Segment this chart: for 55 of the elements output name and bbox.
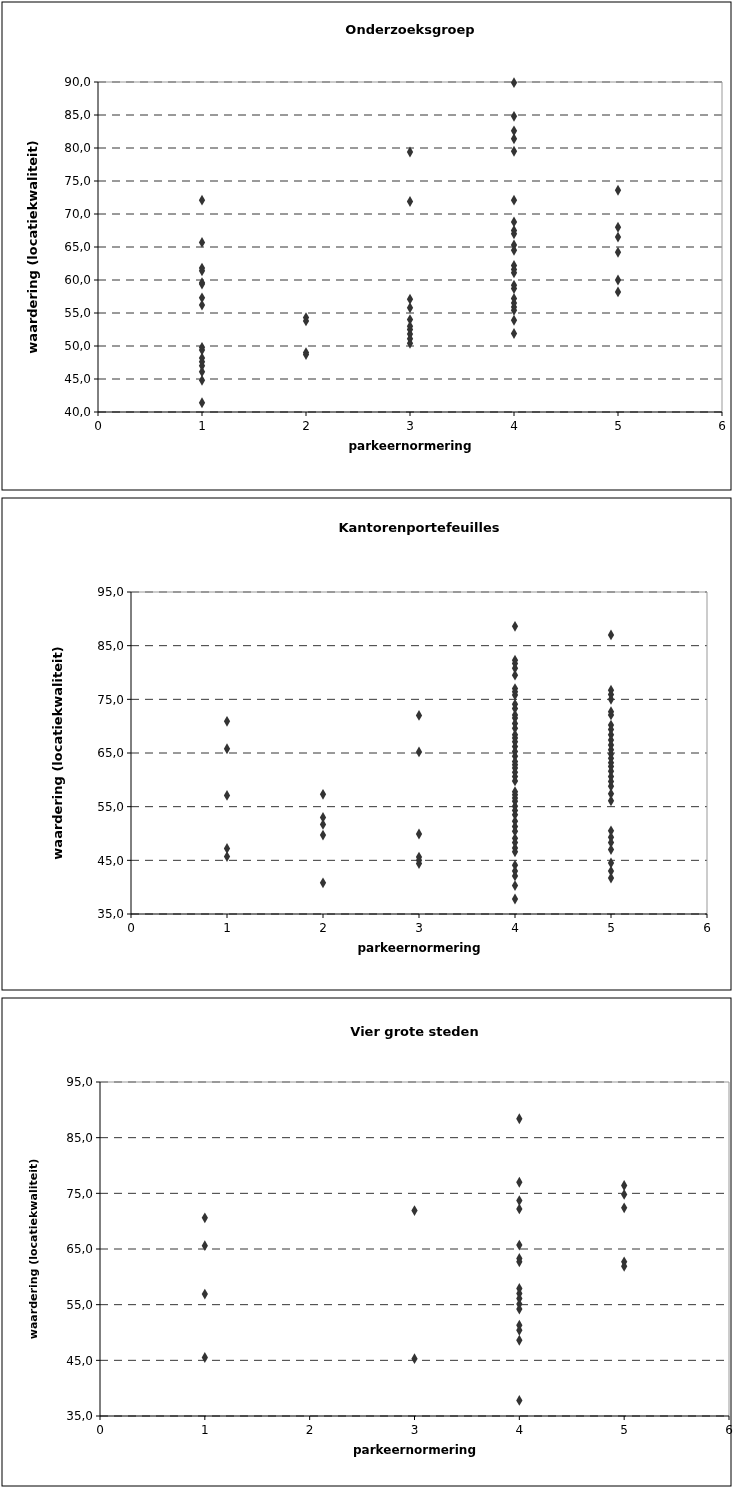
y-tick-label: 55,0 <box>97 799 124 814</box>
x-tick-label: 0 <box>96 1423 104 1437</box>
y-tick-label: 75,0 <box>64 174 91 189</box>
y-tick-label: 35,0 <box>97 907 124 922</box>
y-tick-label: 45,0 <box>64 372 91 387</box>
x-tick-label: 5 <box>607 921 615 935</box>
x-tick-label: 1 <box>223 921 231 935</box>
y-axis-title: waardering (locatiekwaliteit) <box>27 1158 40 1340</box>
x-tick-label: 4 <box>511 921 519 935</box>
x-tick-label: 5 <box>614 419 622 433</box>
x-tick-label: 2 <box>305 1423 314 1437</box>
y-tick-label: 95,0 <box>97 585 124 600</box>
y-tick-label: 35,0 <box>66 1409 93 1424</box>
chart-title: Vier grote steden <box>350 1024 479 1039</box>
y-tick-label: 85,0 <box>64 108 91 123</box>
x-tick-label: 6 <box>718 419 726 433</box>
x-tick-label: 0 <box>94 419 102 433</box>
x-tick-label: 0 <box>127 921 135 935</box>
y-tick-label: 65,0 <box>97 746 124 761</box>
y-axis-title: waardering (locatiekwaliteit) <box>50 646 65 860</box>
y-tick-label: 65,0 <box>64 240 91 255</box>
y-axis-title: waardering (locatiekwaliteit) <box>25 140 40 354</box>
x-tick-label: 5 <box>620 1423 628 1437</box>
y-tick-label: 45,0 <box>97 853 124 868</box>
y-tick-label: 70,0 <box>64 207 91 222</box>
y-tick-label: 85,0 <box>97 638 124 653</box>
x-axis-title: parkeernormering <box>353 1443 476 1457</box>
chart-title: Onderzoeksgroep <box>345 22 475 37</box>
x-tick-label: 6 <box>725 1423 733 1437</box>
y-tick-label: 75,0 <box>66 1186 93 1201</box>
chart-title: Kantorenportefeuilles <box>338 520 500 535</box>
x-axis-title: parkeernormering <box>357 941 481 955</box>
x-tick-label: 4 <box>515 1423 524 1437</box>
y-tick-label: 55,0 <box>66 1297 93 1312</box>
x-tick-label: 3 <box>415 921 423 935</box>
x-tick-label: 4 <box>510 419 518 433</box>
y-tick-label: 65,0 <box>66 1242 93 1257</box>
y-tick-label: 40,0 <box>64 405 91 420</box>
x-tick-label: 1 <box>201 1423 209 1437</box>
y-tick-label: 85,0 <box>66 1130 93 1145</box>
y-tick-label: 60,0 <box>64 273 91 288</box>
x-tick-label: 2 <box>302 419 310 433</box>
x-tick-label: 6 <box>703 921 711 935</box>
x-axis-title: parkeernormering <box>348 439 472 453</box>
y-tick-label: 50,0 <box>64 339 91 354</box>
x-tick-label: 3 <box>410 1423 419 1437</box>
y-tick-label: 45,0 <box>66 1353 93 1368</box>
y-tick-label: 80,0 <box>64 141 91 156</box>
y-tick-label: 90,0 <box>64 75 91 90</box>
y-tick-label: 55,0 <box>64 306 91 321</box>
x-tick-label: 3 <box>406 419 414 433</box>
x-tick-label: 1 <box>198 419 206 433</box>
x-tick-label: 2 <box>319 921 327 935</box>
y-tick-label: 75,0 <box>97 692 124 707</box>
y-tick-label: 95,0 <box>66 1075 93 1090</box>
